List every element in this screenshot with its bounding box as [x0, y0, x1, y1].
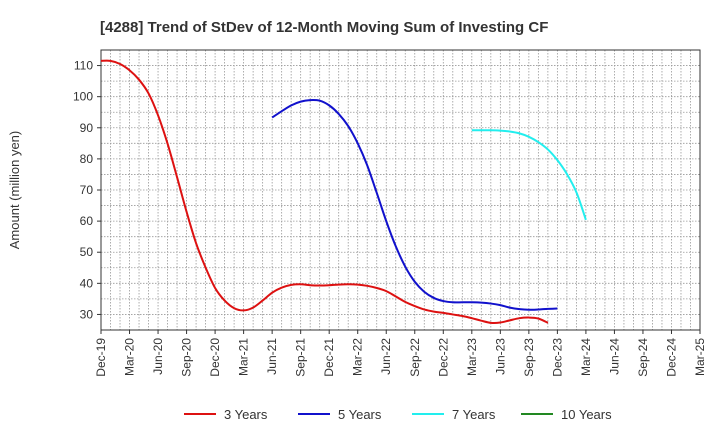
- y-tick-label: 100: [73, 90, 93, 104]
- x-tick-label: Sep-20: [180, 338, 194, 377]
- x-tick-label: Mar-20: [123, 338, 137, 376]
- x-tick-label: Sep-22: [408, 338, 422, 377]
- x-tick-label: Jun-21: [265, 338, 279, 375]
- series-layer: [100, 59, 587, 324]
- x-tick-label: Jun-24: [607, 338, 621, 375]
- x-tick-label: Dec-19: [94, 338, 108, 377]
- x-tick-label: Mar-23: [465, 338, 479, 376]
- y-tick-label: 70: [80, 183, 94, 197]
- grid: [100, 49, 701, 331]
- x-tick-label: Dec-20: [208, 338, 222, 377]
- y-tick-label: 50: [80, 245, 94, 259]
- x-tick-label: Sep-21: [294, 338, 308, 377]
- x-tick-label: Jun-22: [379, 338, 393, 375]
- y-axis-label: Amount (million yen): [7, 131, 22, 250]
- x-tick-label: Mar-22: [351, 338, 365, 376]
- legend: 3 Years 5 Years 7 Years 10 Years: [184, 407, 612, 422]
- x-tick-label: Sep-24: [636, 338, 650, 377]
- x-tick-label: Jun-23: [493, 338, 507, 375]
- series-line-3-years: [100, 59, 549, 324]
- x-axis: Dec-19 Mar-20 Jun-20 Sep-20 Dec-20 Mar-21 Jun-…: [94, 330, 707, 377]
- legend-label-10-years: 10 Years: [561, 407, 612, 422]
- chart-title: [4288] Trend of StDev of 12-Month Moving…: [100, 19, 548, 36]
- x-tick-label: Sep-23: [522, 338, 536, 377]
- x-tick-label: Mar-24: [579, 338, 593, 376]
- y-tick-label: 90: [80, 121, 94, 135]
- x-tick-label: Mar-25: [693, 338, 707, 376]
- legend-label-5-years: 5 Years: [338, 407, 382, 422]
- series-line-5-years: [271, 98, 558, 311]
- y-tick-label: 110: [74, 59, 93, 73]
- y-tick-label: 40: [80, 276, 94, 290]
- series-line-7-years: [471, 129, 587, 221]
- legend-label-3-years: 3 Years: [224, 407, 268, 422]
- x-tick-label: Dec-24: [664, 338, 678, 377]
- legend-label-7-years: 7 Years: [452, 407, 496, 422]
- y-tick-label: 60: [80, 214, 94, 228]
- x-tick-label: Mar-21: [237, 338, 251, 376]
- y-tick-label: 80: [80, 152, 94, 166]
- y-axis: 30 40 50 60 70 80 90 100 110: [73, 59, 101, 321]
- y-tick-label: 30: [80, 307, 94, 321]
- x-tick-label: Dec-22: [436, 338, 450, 377]
- x-tick-label: Jun-20: [151, 338, 165, 375]
- x-tick-label: Dec-23: [550, 338, 564, 377]
- plot-frame: [100, 49, 701, 331]
- x-tick-label: Dec-21: [322, 338, 336, 377]
